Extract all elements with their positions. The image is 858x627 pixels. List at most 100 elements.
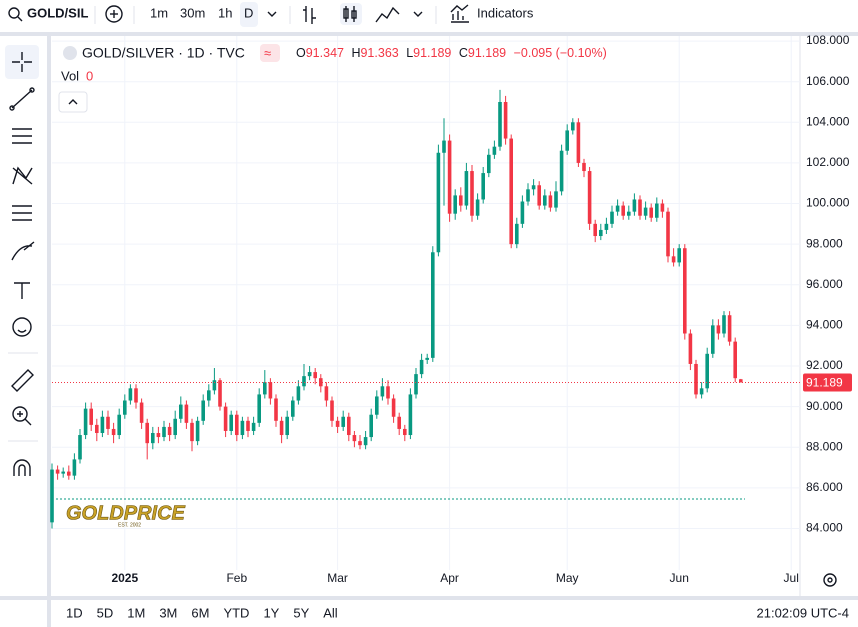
candle-body <box>151 433 155 444</box>
candle-body <box>436 152 441 253</box>
indicators-icon[interactable] <box>450 4 469 23</box>
candle-body <box>212 380 217 391</box>
candle-body <box>571 122 575 131</box>
candle-body <box>363 437 368 446</box>
candle-body <box>475 199 480 216</box>
candle-body <box>559 150 564 192</box>
collapse-button[interactable] <box>58 91 88 113</box>
candle-body <box>72 459 77 476</box>
x-tick-label: May <box>556 571 579 585</box>
candle-body <box>503 101 508 139</box>
candle-body <box>167 426 172 436</box>
y-tick-label: 90.000 <box>806 399 843 413</box>
fib-tool[interactable] <box>12 128 32 144</box>
candle-body <box>615 205 620 212</box>
emoji-tool[interactable] <box>12 317 32 337</box>
candle-body <box>229 414 233 431</box>
candle-body <box>464 171 469 206</box>
y-tick-label: 92.000 <box>806 358 843 372</box>
ohlc: O91.347 H91.363 L91.189 C91.189 −0.095 (… <box>296 46 607 60</box>
candle-body <box>369 414 373 438</box>
candle-body <box>492 146 497 155</box>
range-button[interactable]: All <box>323 605 338 620</box>
candle-style[interactable] <box>343 8 349 19</box>
range-button[interactable]: 5Y <box>293 605 309 620</box>
watermark: GOLDPRICE EST. 2002 <box>66 502 186 528</box>
brush-tool[interactable] <box>11 241 35 261</box>
crosshair-tool[interactable] <box>12 52 32 72</box>
candle-body <box>274 398 278 421</box>
area-style[interactable] <box>375 6 400 23</box>
candle-body <box>447 140 452 214</box>
indicators-button[interactable]: Indicators <box>477 5 534 20</box>
candle-body <box>134 388 138 403</box>
candle-body <box>218 380 222 407</box>
interval-active[interactable] <box>240 2 258 27</box>
range-button[interactable]: YTD <box>223 605 249 620</box>
candle-body <box>627 211 631 216</box>
pattern-tool[interactable] <box>12 166 33 185</box>
line-tool[interactable] <box>11 89 33 109</box>
candle-body <box>403 428 407 436</box>
status-icon[interactable] <box>260 44 280 62</box>
y-tick-label: 86.000 <box>806 480 843 494</box>
bar-style[interactable] <box>303 6 316 24</box>
candle-body <box>716 325 721 334</box>
interval[interactable]: D <box>244 5 253 20</box>
candle-body <box>111 428 116 436</box>
chevron[interactable] <box>413 11 423 17</box>
tool-active[interactable] <box>5 45 39 79</box>
candle-body <box>195 420 200 442</box>
range-button[interactable]: 6M <box>191 605 209 620</box>
symbol[interactable]: GOLD/SIL <box>27 5 88 20</box>
magnet-tool[interactable] <box>13 459 31 476</box>
ohlc-value: 91.189 <box>468 46 506 60</box>
candle-body <box>531 185 536 190</box>
candle-body <box>285 416 289 436</box>
candle-body <box>279 420 284 436</box>
candle-body <box>223 406 228 431</box>
candle-body <box>173 418 177 436</box>
candle-body <box>117 414 121 436</box>
candle-body <box>621 205 625 216</box>
interval[interactable]: 1h <box>218 5 232 20</box>
x-tick-label: Feb <box>226 571 247 585</box>
status-glyph: ≈ <box>264 45 271 60</box>
candle-body <box>50 469 54 523</box>
interval[interactable]: 30m <box>180 5 205 20</box>
candle-body <box>179 404 183 419</box>
ruler-tool[interactable] <box>11 369 34 392</box>
settings[interactable] <box>823 573 837 587</box>
text-tool[interactable] <box>14 282 30 299</box>
range-button[interactable]: 1D <box>66 605 83 620</box>
candle-body <box>683 248 687 334</box>
last-price-label: 91.189 <box>806 376 843 390</box>
zoom-tool[interactable] <box>12 406 28 422</box>
candle-body <box>335 420 340 427</box>
add-symbol[interactable] <box>105 5 123 23</box>
range-button[interactable]: 1M <box>127 605 145 620</box>
candle-body <box>291 400 295 417</box>
candle-body <box>391 398 396 417</box>
candle-body <box>83 408 88 436</box>
candle-body <box>599 229 603 237</box>
prediction-tool[interactable] <box>12 205 32 221</box>
search-icon[interactable] <box>8 7 20 19</box>
x-tick-label: 2025 <box>111 571 138 585</box>
ohlc-key: H <box>351 46 360 60</box>
candle-body <box>352 435 357 442</box>
logo-text: GOLDPRICE <box>66 502 186 524</box>
candle-body <box>515 223 519 245</box>
range-button[interactable]: 3M <box>159 605 177 620</box>
volume-value: 0 <box>86 68 93 83</box>
interval[interactable]: 1m <box>150 5 168 20</box>
range-bar: 1D 5D 1M 3M 6M YTD 1Y 5Y All <box>66 605 338 620</box>
candle-body <box>699 388 704 395</box>
range-button[interactable]: 5D <box>97 605 114 620</box>
candle-body <box>100 416 105 434</box>
range-button[interactable]: 1Y <box>263 605 279 620</box>
chevron[interactable] <box>267 11 277 17</box>
candle-body <box>55 469 60 474</box>
candle-body <box>733 341 737 379</box>
candle-body <box>106 416 110 429</box>
